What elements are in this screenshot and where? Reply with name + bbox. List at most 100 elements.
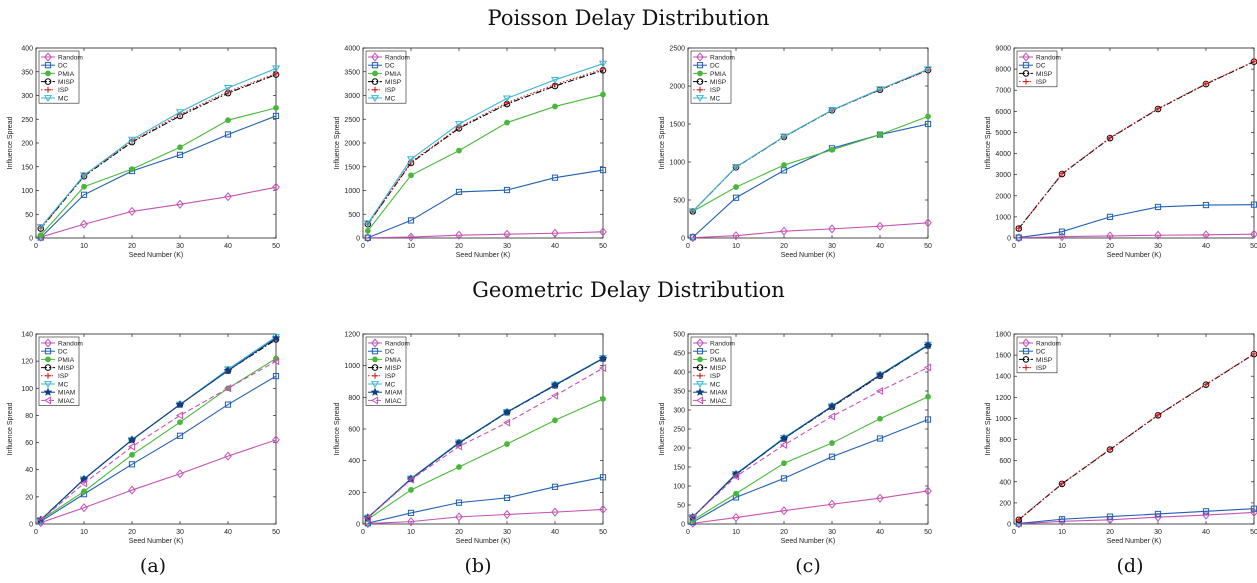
x-tick-label: 20 [1106,243,1114,250]
x-tick-label: 10 [732,529,740,536]
data-point-dc [924,120,932,128]
data-point-random [176,199,184,209]
data-point-pmia [733,490,739,497]
data-point-random [80,219,88,229]
chart-panel-2: 0 10 20 30 40 5005001000150020002500300035004… [334,46,608,259]
data-point-mc [271,65,281,73]
data-point-pmia [829,440,835,446]
data-point-miam [827,401,837,410]
x-axis-label: Seed Number (K) [129,538,183,545]
data-point-dc [128,461,136,468]
y-tick-label: 4000 [344,46,360,53]
x-tick-label: 0 [361,243,365,250]
y-tick-label: 50 [677,503,685,510]
chart-panel-4: 0 10 20 30 40 50 0 1000 2000 3000 4000 5000 6000 7000… [985,46,1257,259]
legend-marker-isp [45,86,51,93]
legend-label-misp: MISP [710,365,727,372]
caption-a: (a) [139,555,167,577]
legend-marker-random [44,338,52,348]
legend-label-misp: MISP [385,365,402,372]
legend-marker-misp [1022,70,1030,77]
y-tick-label: 250 [673,427,685,434]
data-point-pmia [733,184,739,190]
data-point-miac [875,386,884,396]
legend-marker-isp [697,86,703,93]
y-tick-label: 400 [999,479,1011,486]
legend-box [38,50,80,104]
legend-label-random: Random [1036,54,1061,61]
data-point-pmia [600,91,606,98]
y-tick-label: 0 [356,522,360,529]
data-point-pmia [408,487,414,493]
y-axis-label: Influence Spread [985,116,992,169]
y-tick-label: 0 [356,236,360,243]
y-tick-label: 350 [21,69,33,76]
data-point-dc [924,416,932,423]
data-point-isp [1203,80,1209,87]
legend-label-dc: DC [58,63,68,70]
data-point-miac [550,391,559,400]
data-point-random [80,503,88,513]
legend-label-isp: ISP [1036,365,1047,372]
series-line-pmia [692,396,929,521]
x-axis-label: Seed Number (K) [456,538,510,545]
data-point-pmia [829,146,835,153]
data-point-miam [127,435,137,444]
data-point-random [503,509,511,520]
data-point-isp [1155,411,1161,418]
series-line-random [1018,511,1255,525]
x-tick-label: 20 [455,529,463,536]
data-point-pmia [408,172,414,179]
x-tick-label: 30 [176,529,184,536]
data-point-miac [454,442,463,451]
data-point-pmia [456,464,462,470]
data-point-mc [779,133,789,141]
legend-label-miam: MIAM [385,390,402,397]
x-tick-label: 50 [599,529,607,536]
data-point-random [455,512,463,522]
data-point-random [732,231,740,241]
legend-label-pmia: PMIA [385,71,402,78]
y-tick-label: 2500 [344,117,360,124]
data-point-random [732,512,740,523]
y-tick-label: 500 [348,212,360,219]
data-point-mc [923,66,933,74]
series-line-misp [367,69,604,225]
series-line-dc [367,169,604,239]
data-point-miac [127,442,136,451]
y-axis-label: Influence Spread [985,402,992,455]
legend-label-miac: MIAC [385,398,402,405]
legend-label-mc: MC [58,381,68,388]
chart-panel-1: 0 10 20 30 40 50 0 50 100 150 200 250 300 350 400 Seed … [7,46,281,259]
x-tick-label: 30 [1154,529,1162,536]
series-line-pmia [40,357,277,521]
y-tick-label: 100 [21,188,33,195]
legend-marker-isp [45,372,51,379]
legend-marker-isp [697,372,703,379]
y-tick-label: 50 [25,212,33,219]
x-tick-label: 40 [876,529,884,536]
data-point-pmia [364,227,371,234]
data-point-miac [923,363,932,372]
series-line-pmia [40,107,277,236]
x-tick-label: 10 [80,529,88,536]
legend-marker-isp [372,86,378,93]
legend-marker-dc [371,348,379,355]
y-tick-label: 800 [348,395,360,402]
chart-panel-7: 0 10 20 30 40 5005010015020025030035040045050… [659,332,933,545]
legend-marker-pmia [372,356,378,363]
data-point-miac [688,513,696,522]
y-tick-label: 400 [348,458,360,465]
data-point-mc [550,76,560,84]
y-tick-label: 0 [1007,236,1011,243]
data-point-random [455,230,463,240]
data-point-miac [779,440,788,450]
y-tick-label: 1000 [344,188,360,195]
data-point-miac [406,475,415,484]
legend-label-mc: MC [710,95,720,102]
data-point-miam [502,407,512,416]
y-tick-label: 2000 [995,193,1011,200]
